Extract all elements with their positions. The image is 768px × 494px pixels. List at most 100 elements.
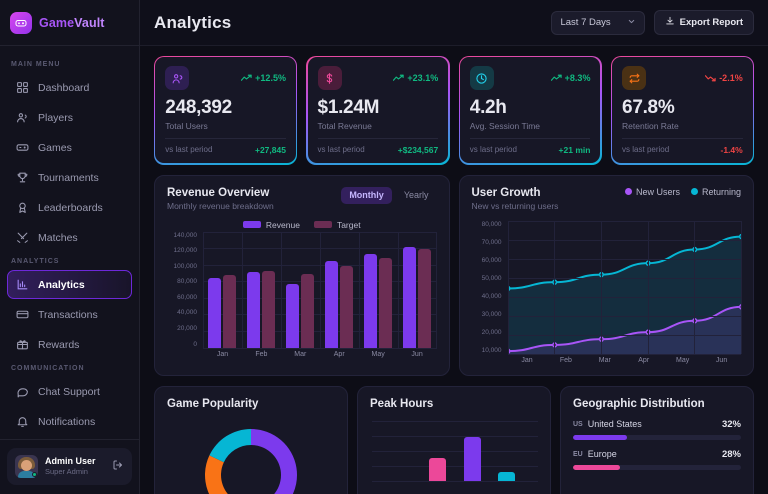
x-tick: Apr [333, 350, 345, 358]
donut-segment [205, 455, 229, 494]
card-title: User Growth [471, 186, 541, 199]
date-range-select[interactable]: Last 7 Days [551, 10, 645, 35]
swords-icon [17, 232, 28, 243]
stats-row: +12.5% 248,392 Total Users vs last perio… [154, 56, 754, 165]
y-tick: 70,000 [481, 238, 502, 246]
sidebar-item-chat-support[interactable]: Chat Support [7, 377, 132, 406]
peak-hours-card: Peak Hours [357, 385, 551, 494]
bar [463, 437, 481, 481]
export-report-button[interactable]: Export Report [653, 10, 754, 35]
gift-icon [17, 340, 28, 350]
sidebar-item-rewards[interactable]: Rewards [7, 330, 132, 359]
stat-foot-value: +27,845 [254, 145, 286, 156]
bar-series [203, 232, 437, 348]
stat-card-total-revenue[interactable]: +23.1% $1.24M Total Revenue vs last peri… [306, 56, 450, 165]
y-tick: 60,000 [177, 293, 197, 301]
stat-label: Total Revenue [317, 121, 372, 132]
chevron-down-icon [627, 17, 636, 29]
stat-value: 248,392 [165, 97, 232, 119]
line-path [508, 236, 742, 288]
area-fill [507, 306, 741, 354]
geo-entry-us: US United States 32% [573, 419, 741, 440]
legend-label: New Users [635, 186, 680, 197]
trophy-icon [17, 172, 28, 183]
bar [418, 249, 432, 348]
sidebar-item-analytics[interactable]: Analytics [7, 270, 132, 299]
user-profile[interactable]: Admin User Super Admin [7, 448, 132, 485]
stat-value: $1.24M [317, 97, 380, 119]
sidebar-item-players[interactable]: Players [7, 103, 132, 132]
stat-value: 67.8% [622, 97, 675, 119]
donut-chart [167, 419, 335, 494]
country-percent: 32% [721, 418, 741, 430]
x-tick: Feb [255, 350, 268, 358]
bar-group [455, 421, 490, 481]
bar [364, 253, 378, 348]
x-tick: Mar [294, 350, 307, 358]
sidebar-item-tournaments[interactable]: Tournaments [7, 163, 132, 192]
stat-foot-value: -1.4% [720, 145, 743, 156]
brand-name-part1: Game [39, 15, 75, 30]
stat-delta-value: +8.3% [564, 73, 591, 84]
profile-role: Super Admin [45, 467, 88, 477]
bar-chart-icon [17, 279, 28, 290]
country-code: EU [573, 450, 583, 458]
bar-group [490, 421, 525, 481]
bar-group [281, 232, 320, 348]
card-title: Game Popularity [167, 397, 259, 410]
x-axis-labels: Jan Feb Mar Apr May Jun [508, 357, 742, 364]
x-tick: Mar [598, 356, 611, 364]
y-tick: 40,000 [481, 292, 502, 300]
stat-card-retention-rate[interactable]: -2.1% 67.8% Retention Rate vs last perio… [610, 56, 754, 165]
sidebar-item-label: Dashboard [38, 81, 90, 94]
y-tick: 50,000 [481, 274, 502, 282]
bar [262, 270, 276, 348]
sidebar-item-notifications[interactable]: Notifications [7, 407, 132, 436]
sidebar-item-matches[interactable]: Matches [7, 223, 132, 252]
legend-swatch [242, 221, 261, 229]
revenue-overview-card: Revenue Overview Monthly revenue breakdo… [154, 174, 450, 376]
sidebar-item-label: Games [38, 141, 72, 154]
dashboard-content: +12.5% 248,392 Total Users vs last perio… [140, 46, 768, 494]
charts-row: Revenue Overview Monthly revenue breakdo… [154, 174, 754, 376]
stat-card-total-users[interactable]: +12.5% 248,392 Total Users vs last perio… [154, 56, 298, 165]
stat-label: Total Users [165, 121, 208, 132]
progress-fill [573, 434, 627, 440]
stat-foot-label: vs last period [622, 145, 670, 155]
stat-label: Avg. Session Time [469, 121, 541, 132]
toggle-yearly[interactable]: Yearly [403, 190, 429, 201]
sidebar-profile-section: Admin User Super Admin [0, 439, 139, 494]
gamepad-icon [10, 11, 32, 34]
brand-logo-block[interactable]: GameVault [0, 0, 139, 46]
peak-hours-bar-chart [370, 420, 538, 482]
y-tick: 120,000 [173, 247, 198, 255]
bar-group [203, 232, 242, 348]
chart-gridlines [507, 220, 742, 355]
sidebar-item-dashboard[interactable]: Dashboard [7, 73, 132, 102]
y-tick: 140,000 [173, 231, 198, 239]
legend-label: Revenue [265, 219, 300, 230]
chat-icon [17, 388, 28, 398]
sidebar-item-label: Chat Support [38, 385, 100, 398]
y-tick: 100,000 [173, 262, 198, 270]
progress-track [573, 434, 741, 440]
online-status-dot [32, 472, 37, 477]
topbar-actions: Last 7 Days Export Report [551, 10, 754, 35]
sidebar-item-label: Matches [38, 231, 78, 244]
game-popularity-card: Game Popularity [154, 385, 348, 494]
y-tick: 80,000 [481, 220, 502, 228]
stat-foot-label: vs last period [469, 145, 517, 155]
sidebar-item-transactions[interactable]: Transactions [7, 300, 132, 329]
y-axis-labels: 80,000 70,000 60,000 50,000 40,000 30,000 20,0… [472, 221, 506, 354]
sidebar-item-games[interactable]: Games [7, 133, 132, 162]
toggle-monthly[interactable]: Monthly [341, 186, 392, 204]
main-area: Analytics Last 7 Days Export Report [140, 0, 768, 494]
logout-icon[interactable] [112, 458, 124, 476]
sidebar-item-leaderboards[interactable]: Leaderboards [7, 193, 132, 222]
stat-card-avg-session-time[interactable]: +8.3% 4.2h Avg. Session Time vs last per… [458, 56, 602, 165]
card-title: Revenue Overview [167, 186, 270, 199]
grid-icon [17, 82, 28, 93]
avatar [15, 455, 38, 478]
x-tick: Jan [521, 356, 533, 364]
user-growth-card: User Growth New vs returning users New U… [458, 174, 754, 376]
